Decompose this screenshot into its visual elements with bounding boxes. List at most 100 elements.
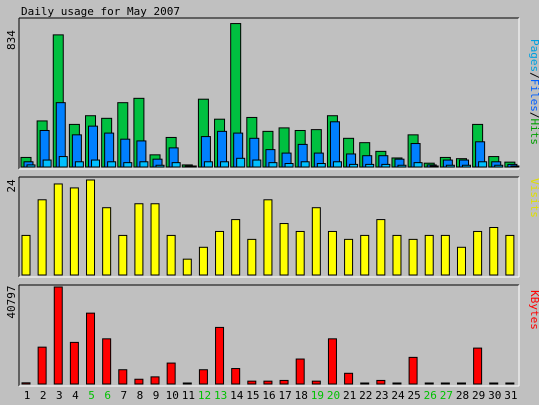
pages-bar <box>413 162 423 168</box>
hits-files-pages-panel <box>18 17 520 170</box>
pages-bar <box>171 162 181 168</box>
visits-bar <box>392 234 402 276</box>
day-label: 9 <box>153 389 160 402</box>
visits-bar <box>456 246 466 276</box>
day-label: 29 <box>472 389 485 402</box>
kbytes-bar <box>424 382 434 385</box>
pages-bar <box>445 164 455 168</box>
visits-bar <box>311 207 321 276</box>
day-label: 19 <box>311 389 324 402</box>
pages-bar <box>139 161 149 168</box>
visits-bar <box>327 230 337 276</box>
pages-bar <box>300 161 310 168</box>
kbytes-bar <box>247 380 257 385</box>
day-label: 8 <box>137 389 144 402</box>
visits-bar <box>166 234 176 276</box>
pages-bar <box>478 161 488 168</box>
kbytes-bar <box>311 380 321 385</box>
kbytes-bar <box>198 369 208 385</box>
kbytes-bar <box>231 368 241 385</box>
pages-bar <box>461 164 471 168</box>
chart-title: Daily usage for May 2007 <box>21 5 180 18</box>
day-label: 12 <box>198 389 211 402</box>
visits-bar <box>473 230 483 276</box>
pages-bar <box>332 161 342 168</box>
day-label: 1 <box>24 389 31 402</box>
pages-bar <box>252 159 262 168</box>
visits-bar <box>505 234 515 276</box>
day-label: 16 <box>262 389 275 402</box>
legend-hits: Hits <box>528 119 539 146</box>
legend-kbytes: KBytes <box>528 290 539 330</box>
pages-bar <box>236 157 246 168</box>
kbytes-bar <box>215 326 225 385</box>
day-label: 11 <box>182 389 195 402</box>
visits-bar <box>360 234 370 276</box>
pages-bar <box>58 156 68 168</box>
visits-bar <box>424 234 434 276</box>
kbytes-bar <box>182 382 192 385</box>
visits-bar <box>247 238 257 276</box>
pages-bar <box>365 163 375 168</box>
files-bar <box>329 121 340 168</box>
day-label: 20 <box>327 389 340 402</box>
pages-bar <box>220 161 230 168</box>
kbytes-bar <box>134 378 144 385</box>
day-label: 7 <box>121 389 128 402</box>
kbytes-bar <box>440 382 450 385</box>
day-label: 31 <box>504 389 517 402</box>
day-label: 14 <box>230 389 244 402</box>
kbytes-bar <box>263 380 273 385</box>
kbytes-bar <box>166 362 176 385</box>
day-label: 30 <box>488 389 501 402</box>
day-label: 3 <box>56 389 63 402</box>
pages-bar <box>429 165 439 168</box>
day-label: 17 <box>279 389 292 402</box>
kbytes-bar <box>360 382 370 385</box>
day-label: 25 <box>408 389 421 402</box>
legend-hits-files-pages: Pages/Files/Hits <box>528 39 539 145</box>
kbytes-bar <box>102 338 112 385</box>
pages-bar <box>42 159 52 168</box>
pages-bar <box>316 163 326 168</box>
legend-pages: Pages <box>528 39 539 72</box>
pages-bar <box>284 163 294 168</box>
visits-bar <box>263 199 273 276</box>
pages-bar <box>510 165 520 168</box>
visits-bar <box>118 234 128 276</box>
day-label: 23 <box>375 389 388 402</box>
visits-bar <box>408 238 418 276</box>
legend-sep-1: / <box>528 72 539 79</box>
visits-bar <box>53 183 63 276</box>
kbytes-bar <box>118 369 128 385</box>
pages-bar <box>91 159 101 168</box>
pages-bar <box>203 161 213 168</box>
kbytes-bar <box>344 372 354 385</box>
kbytes-bar <box>279 379 289 385</box>
kbytes-bar <box>53 286 63 385</box>
kbytes-bar <box>376 379 386 385</box>
pages-bar <box>349 163 359 168</box>
kbytes-bar <box>150 376 160 385</box>
pages-bar <box>187 165 197 168</box>
visits-panel <box>18 176 520 278</box>
day-label: 18 <box>295 389 308 402</box>
day-label: 26 <box>424 389 437 402</box>
legend-visits: Visits <box>528 178 539 218</box>
visits-bar <box>198 246 208 276</box>
day-label: 28 <box>456 389 469 402</box>
visits-bar <box>344 238 354 276</box>
day-label: 21 <box>343 389 356 402</box>
visits-bar <box>440 234 450 276</box>
kbytes-bar <box>69 341 79 385</box>
day-label: 10 <box>166 389 179 402</box>
kbytes-bar <box>37 346 47 385</box>
day-label: 24 <box>391 389 405 402</box>
day-label: 15 <box>246 389 259 402</box>
pages-bar <box>268 162 278 168</box>
kbytes-bar <box>489 382 499 385</box>
kbytes-bar <box>408 356 418 385</box>
kbytes-bar <box>327 338 337 385</box>
kbytes-bar <box>392 382 402 385</box>
